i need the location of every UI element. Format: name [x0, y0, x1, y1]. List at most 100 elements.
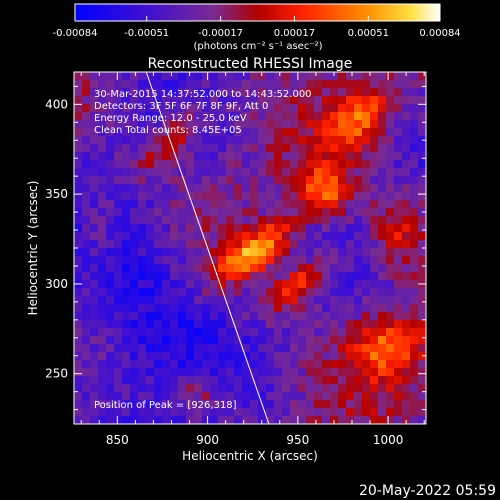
heatmap-cell	[410, 320, 419, 329]
annotation-time-range: 30-Mar-2015 14:37:52.000 to 14:43:52.000	[94, 89, 312, 100]
heatmap-cell	[154, 336, 163, 345]
heatmap-cell	[130, 160, 139, 169]
heatmap-cell	[274, 344, 283, 353]
heatmap-cell	[298, 208, 307, 217]
heatmap-cell	[74, 184, 83, 193]
heatmap-cell	[170, 392, 179, 401]
heatmap-cell	[82, 368, 91, 377]
heatmap-cell	[282, 296, 291, 305]
heatmap-cell	[298, 280, 307, 289]
heatmap-cell	[266, 80, 275, 89]
heatmap-cell	[250, 168, 259, 177]
heatmap-cell	[162, 400, 171, 409]
heatmap-cell	[290, 112, 299, 121]
heatmap-cell	[362, 320, 371, 329]
heatmap-cell	[242, 416, 251, 425]
heatmap-cell	[290, 152, 299, 161]
heatmap-cell	[386, 176, 395, 185]
heatmap-cell	[362, 408, 371, 417]
heatmap-cell	[274, 256, 283, 265]
heatmap-cell	[242, 336, 251, 345]
heatmap-cell	[346, 256, 355, 265]
heatmap-cell	[122, 296, 131, 305]
heatmap-cell	[74, 392, 83, 401]
heatmap-cell	[90, 160, 99, 169]
heatmap-cell	[274, 80, 283, 89]
heatmap-cell	[210, 392, 219, 401]
heatmap-cell	[314, 152, 323, 161]
heatmap-cell	[130, 392, 139, 401]
heatmap-cell	[98, 336, 107, 345]
heatmap-cell	[202, 416, 211, 425]
heatmap-cell	[74, 352, 83, 361]
heatmap-cell	[386, 328, 395, 337]
heatmap-cell	[114, 288, 123, 297]
heatmap-cell	[226, 80, 235, 89]
heatmap-cell	[154, 88, 163, 97]
heatmap-cell	[114, 320, 123, 329]
heatmap-cell	[82, 248, 91, 257]
heatmap-cell	[178, 360, 187, 369]
heatmap-cell	[354, 408, 363, 417]
heatmap-cell	[106, 288, 115, 297]
heatmap-cell	[346, 120, 355, 129]
heatmap-cell	[74, 128, 83, 137]
heatmap-cell	[194, 72, 203, 81]
heatmap-cell	[330, 136, 339, 145]
heatmap-cell	[154, 416, 163, 425]
heatmap-cell	[114, 120, 123, 129]
heatmap-cell	[178, 232, 187, 241]
heatmap-cell	[146, 392, 155, 401]
heatmap-cell	[114, 408, 123, 417]
heatmap-cell	[282, 328, 291, 337]
heatmap-cell	[82, 184, 91, 193]
heatmap-cell	[306, 376, 315, 385]
heatmap-cell	[410, 256, 419, 265]
heatmap-cell	[314, 184, 323, 193]
heatmap-cell	[154, 264, 163, 273]
heatmap-cell	[418, 160, 427, 169]
heatmap-cell	[74, 112, 83, 121]
heatmap-cell	[162, 112, 171, 121]
heatmap-cell	[354, 160, 363, 169]
heatmap-cell	[186, 88, 195, 97]
heatmap-cell	[98, 272, 107, 281]
heatmap-cell	[218, 384, 227, 393]
heatmap-cell	[98, 392, 107, 401]
heatmap-cell	[306, 280, 315, 289]
heatmap-cell	[250, 72, 259, 81]
heatmap-cell	[178, 216, 187, 225]
heatmap-cell	[418, 360, 427, 369]
heatmap-cell	[274, 392, 283, 401]
heatmap-cell	[146, 312, 155, 321]
heatmap-cell	[194, 272, 203, 281]
heatmap-cell	[138, 176, 147, 185]
heatmap-cell	[146, 88, 155, 97]
heatmap-cell	[186, 320, 195, 329]
heatmap-cell	[226, 248, 235, 257]
heatmap-cell	[386, 184, 395, 193]
heatmap-cell	[202, 320, 211, 329]
heatmap-cell	[314, 176, 323, 185]
heatmap-cell	[186, 176, 195, 185]
heatmap-cell	[226, 184, 235, 193]
heatmap-cell	[282, 280, 291, 289]
heatmap-cell	[210, 320, 219, 329]
heatmap-cell	[226, 352, 235, 361]
heatmap-cell	[226, 376, 235, 385]
heatmap-cell	[338, 72, 347, 81]
heatmap-cell	[322, 112, 331, 121]
heatmap-cell	[98, 216, 107, 225]
heatmap-cell	[306, 416, 315, 425]
heatmap-cell	[370, 336, 379, 345]
heatmap-cell	[82, 128, 91, 137]
heatmap-cell	[418, 304, 427, 313]
heatmap-cell	[106, 160, 115, 169]
heatmap-cell	[178, 248, 187, 257]
heatmap-cell	[90, 368, 99, 377]
heatmap-cell	[290, 312, 299, 321]
heatmap-cell	[394, 240, 403, 249]
heatmap-cell	[170, 104, 179, 113]
heatmap-cell	[354, 184, 363, 193]
heatmap-cell	[354, 152, 363, 161]
